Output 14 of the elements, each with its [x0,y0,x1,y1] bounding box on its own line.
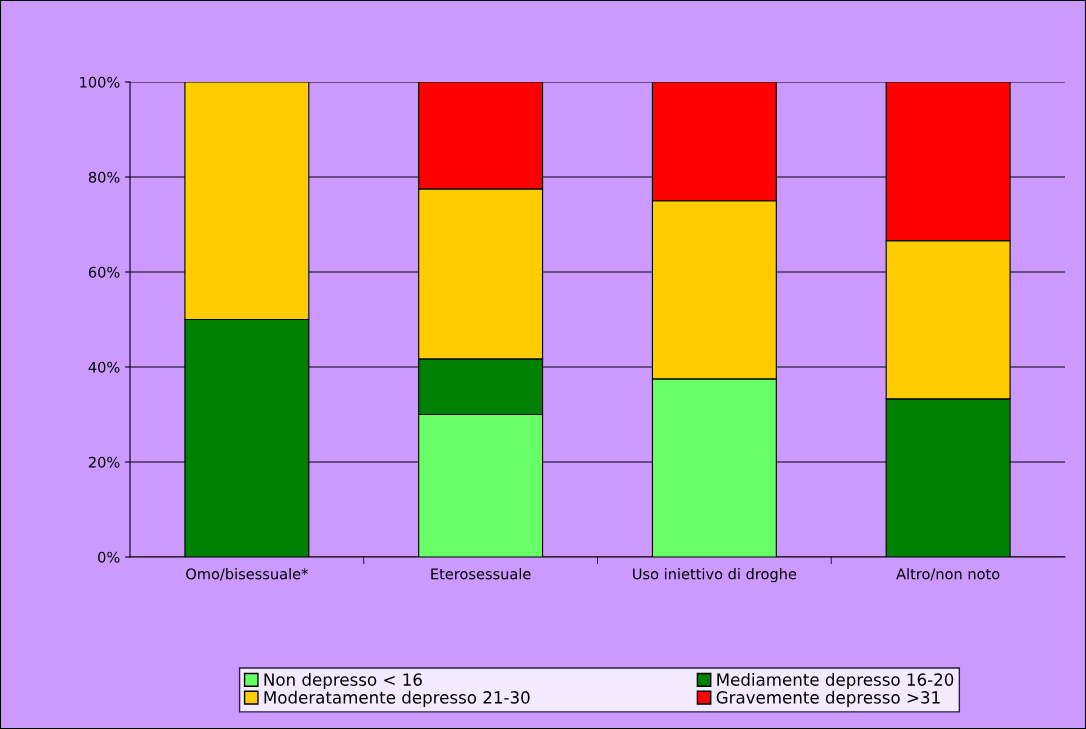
y-tick-label: 60% [88,266,120,278]
x-tick-label: Uso iniettivo di droghe [633,568,797,583]
y-tick-label: 40% [88,361,120,373]
y-tick-label: 20% [88,456,120,468]
x-tick-label: Omo/bisessuale* [186,568,308,581]
y-tick-label: 100% [80,76,120,88]
legend-label: Mediamente depresso 16-20 [717,672,954,690]
legend-label: Non depresso < 16 [264,672,422,690]
x-tick-label: Eterosessuale [431,568,531,580]
legend-label: Moderatamente depresso 21-30 [264,690,530,707]
y-tick-label: 80% [88,171,120,183]
y-tick-label: 0% [98,551,120,563]
legend-label: Gravemente depresso >31 [716,690,940,707]
x-tick-label: Altro/non noto [896,568,1000,581]
